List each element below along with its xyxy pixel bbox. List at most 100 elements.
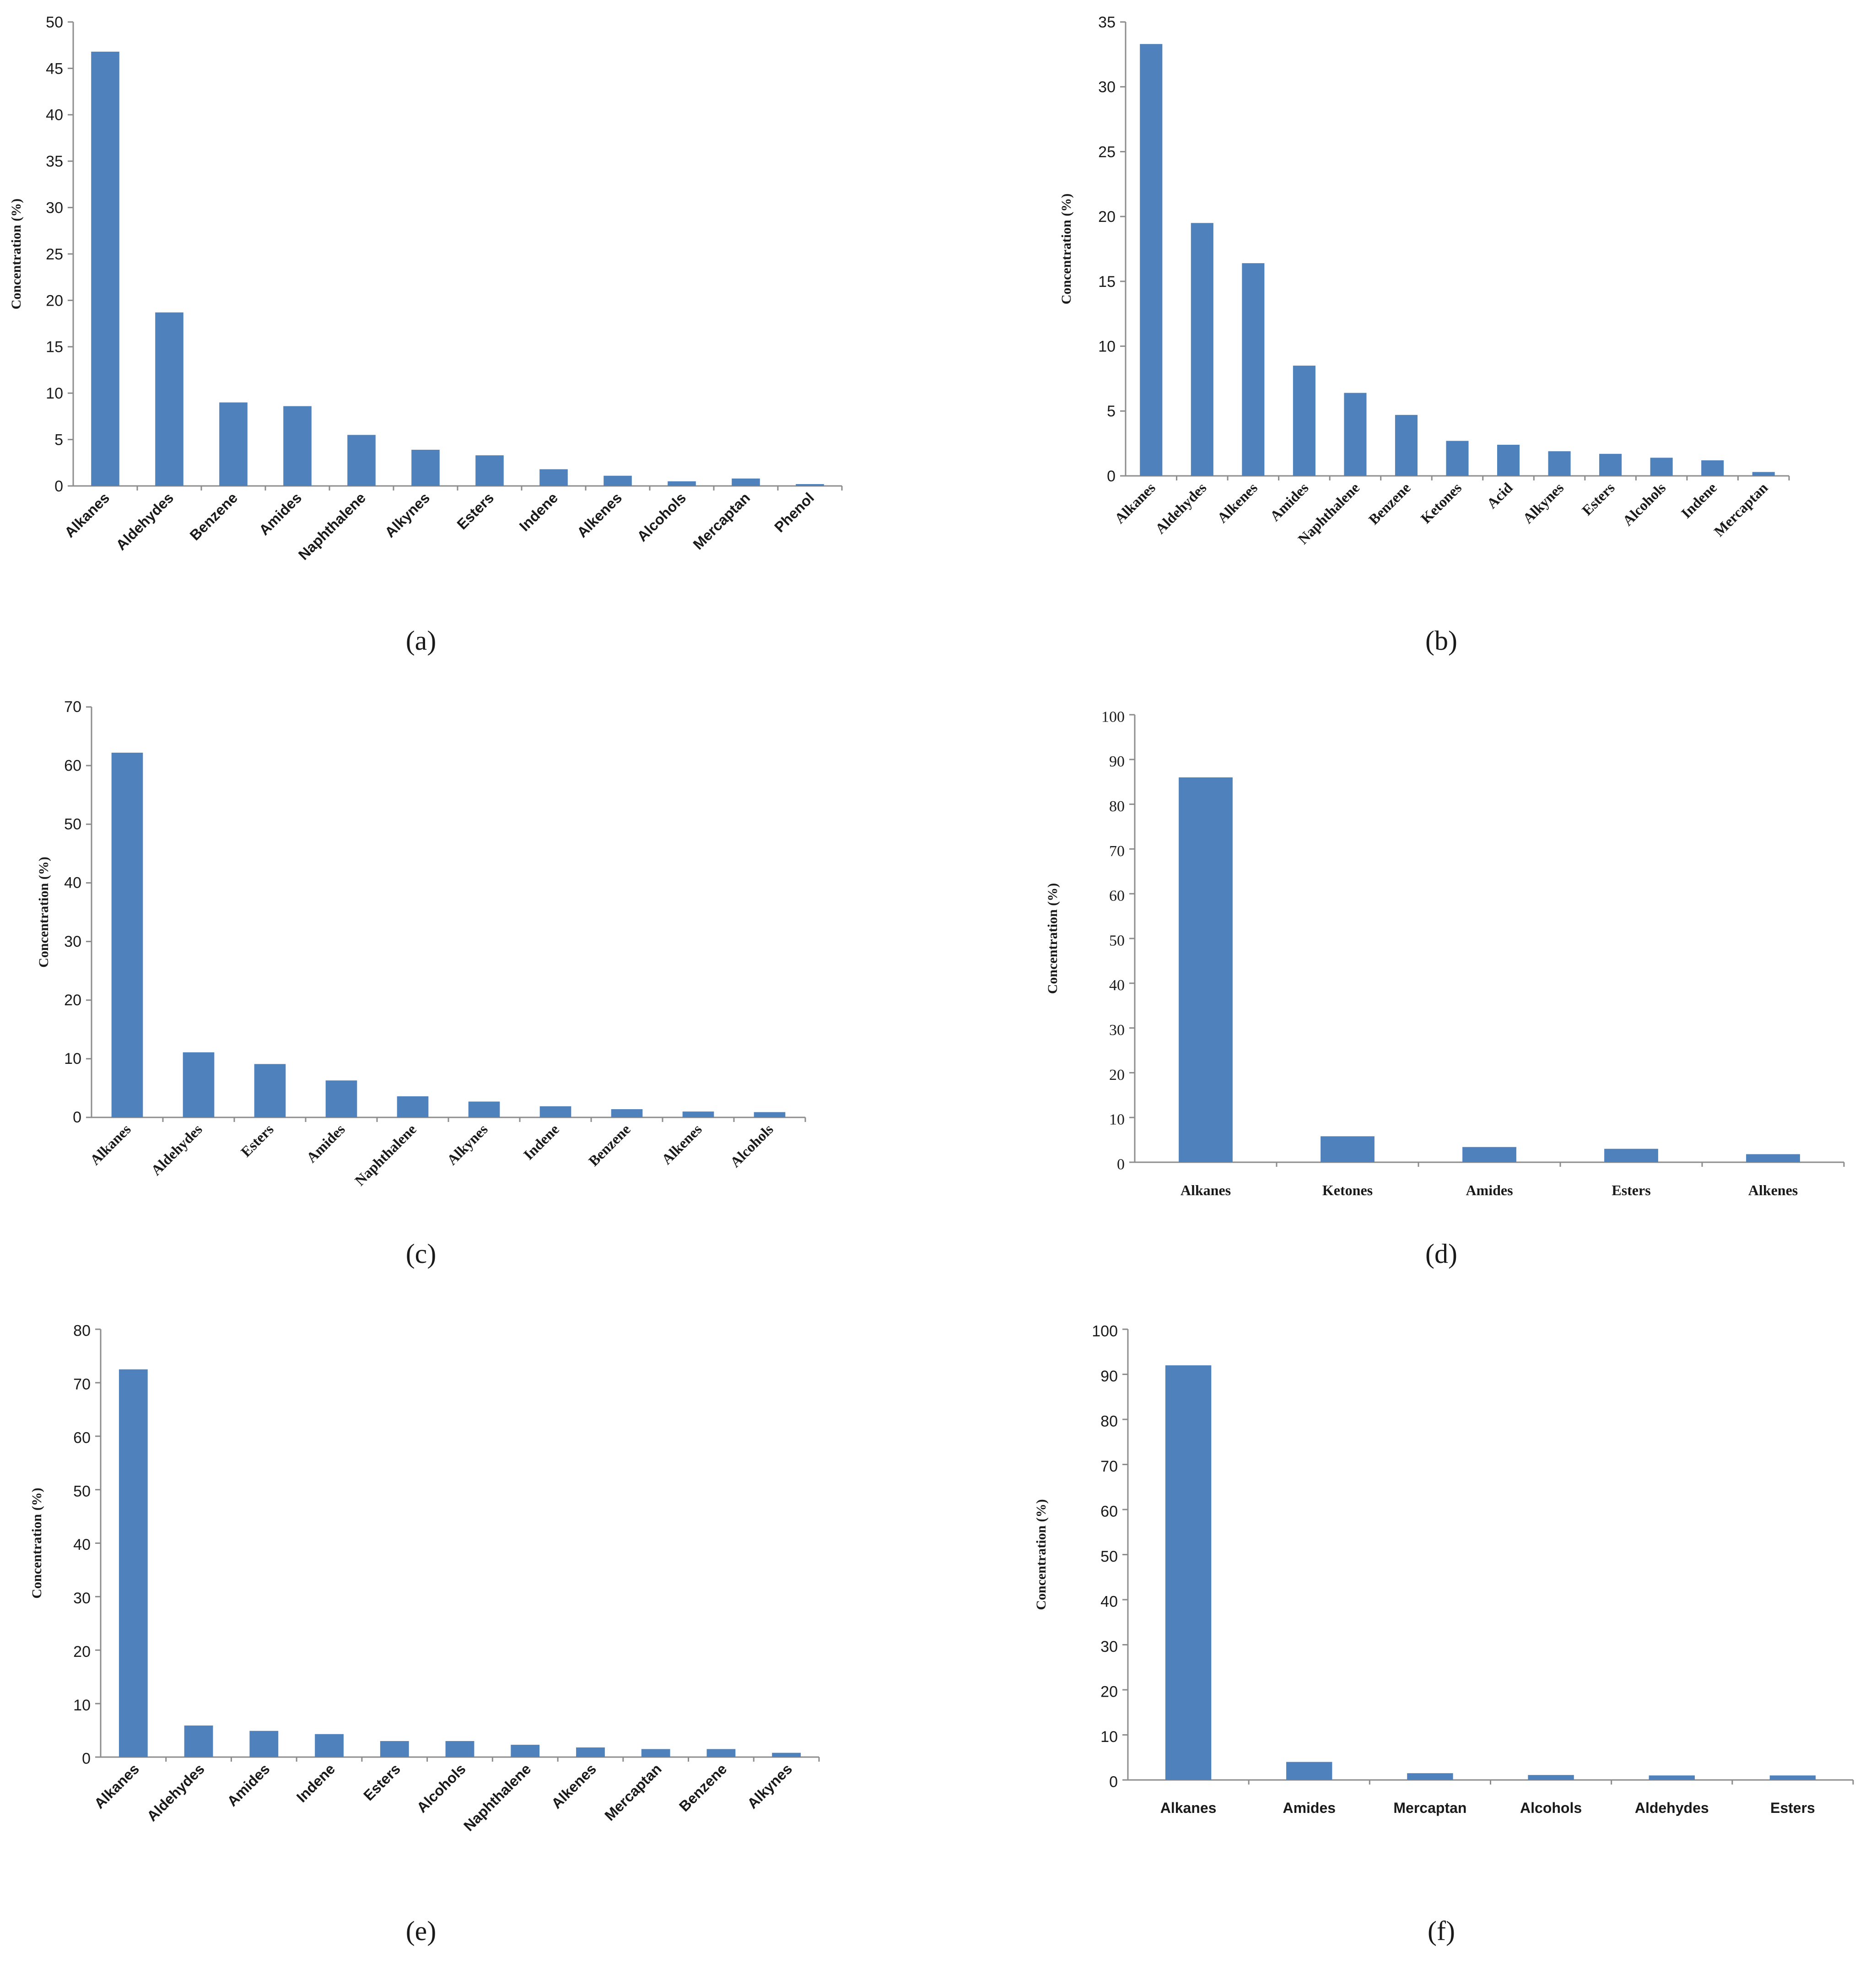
x-tick-label: Ketones: [1322, 1182, 1373, 1198]
x-tick-label: Aldehydes: [144, 1760, 208, 1824]
bar-aldehydes: [1649, 1775, 1695, 1780]
y-tick-label: 60: [1100, 1503, 1118, 1520]
x-tick-label: Naphthalene: [460, 1760, 534, 1834]
bar-benzene: [219, 402, 248, 486]
y-tick-label: 100: [1092, 1322, 1118, 1340]
bar-indene: [315, 1734, 344, 1757]
y-tick-label: 20: [73, 1643, 91, 1661]
y-tick-label: 10: [46, 385, 63, 402]
x-tick-label: Esters: [360, 1760, 404, 1804]
y-axis-label: Concentration (%): [9, 199, 24, 309]
bar-indene: [539, 1106, 571, 1117]
x-tick-label: Aldehydes: [1635, 1800, 1709, 1816]
y-tick-label: 40: [73, 1536, 91, 1553]
y-tick-label: 0: [1109, 1773, 1118, 1790]
x-tick-label: Alkanes: [1181, 1182, 1231, 1198]
panel-label: (f): [1428, 1916, 1455, 1946]
x-tick-label: Phenol: [771, 489, 817, 535]
x-tick-label: Alcohols: [414, 1760, 469, 1816]
y-tick-label: 0: [82, 1750, 91, 1768]
x-tick-label: Acid: [1483, 479, 1516, 512]
y-tick-label: 20: [46, 292, 63, 309]
bar-amides: [249, 1731, 279, 1757]
bar-aldehydes: [183, 1052, 215, 1117]
bar-alkenes: [1746, 1154, 1800, 1162]
bar-alkynes: [468, 1101, 500, 1117]
x-tick-label: Ketones: [1418, 479, 1465, 526]
y-tick-label: 80: [1109, 798, 1125, 815]
y-tick-label: 50: [46, 14, 63, 31]
x-tick-label: Esters: [1579, 479, 1618, 518]
y-tick-label: 80: [1100, 1413, 1118, 1430]
bar-alkynes: [772, 1753, 801, 1757]
x-tick-label: Indene: [516, 489, 561, 534]
y-tick-label: 50: [73, 1483, 91, 1500]
x-tick-label: Benzene: [585, 1121, 634, 1169]
x-tick-label: Naphthalene: [351, 1121, 420, 1189]
bar-naphthalene: [1344, 393, 1367, 476]
bar-benzene: [1395, 415, 1418, 476]
x-tick-label: Aldehydes: [148, 1121, 205, 1178]
y-tick-label: 20: [64, 992, 81, 1009]
bar-alkanes: [91, 51, 119, 486]
x-tick-label: Alkanes: [1111, 479, 1159, 526]
x-tick-label: Alkynes: [382, 489, 433, 540]
bar-alkanes: [119, 1369, 148, 1757]
bar-benzene: [611, 1109, 643, 1117]
bar-mercaptan: [1407, 1773, 1453, 1780]
x-tick-label: Amides: [1267, 479, 1311, 524]
bar-alcohols: [1528, 1775, 1574, 1780]
bar-alkenes: [604, 475, 632, 486]
y-tick-label: 30: [73, 1590, 91, 1607]
x-tick-label: Esters: [1770, 1800, 1815, 1816]
y-tick-label: 10: [64, 1050, 81, 1068]
x-tick-label: Amides: [1466, 1182, 1513, 1198]
bar-ketones: [1321, 1136, 1375, 1162]
x-tick-label: Alkenes: [1748, 1182, 1798, 1198]
x-tick-label: Aldehydes: [113, 489, 177, 553]
y-tick-label: 20: [1098, 208, 1116, 226]
bar-esters: [254, 1064, 286, 1117]
y-tick-label: 5: [54, 431, 63, 449]
x-tick-label: Mercaptan: [1711, 479, 1771, 539]
y-tick-label: 0: [1107, 468, 1116, 485]
y-tick-label: 10: [73, 1697, 91, 1714]
y-tick-label: 35: [46, 153, 63, 170]
y-tick-label: 45: [46, 60, 63, 77]
bar-mercaptan: [1752, 472, 1775, 476]
bar-naphthalene: [511, 1745, 540, 1757]
y-tick-label: 60: [1109, 888, 1125, 905]
bar-indene: [1701, 460, 1724, 476]
y-tick-label: 10: [1109, 1111, 1125, 1128]
x-tick-label: Amides: [303, 1121, 348, 1165]
y-axis-label: Concentration (%): [29, 1488, 44, 1598]
bar-esters: [1769, 1775, 1816, 1780]
bar-naphthalene: [397, 1096, 429, 1117]
y-tick-label: 70: [73, 1376, 91, 1393]
y-tick-label: 5: [1107, 403, 1116, 420]
bar-benzene: [706, 1749, 736, 1757]
y-tick-label: 10: [1098, 338, 1116, 355]
bar-aldehydes: [155, 312, 183, 486]
bar-aldehydes: [184, 1726, 213, 1757]
x-tick-label: Alkenes: [658, 1121, 705, 1167]
x-tick-label: Alkanes: [91, 1760, 142, 1812]
x-tick-label: Alkenes: [1214, 479, 1261, 526]
bar-amides: [1462, 1147, 1516, 1162]
y-tick-label: 50: [1109, 932, 1125, 949]
bar-mercaptan: [641, 1749, 670, 1757]
y-tick-label: 20: [1109, 1067, 1125, 1084]
x-tick-label: Alkenes: [548, 1760, 599, 1812]
y-tick-label: 40: [46, 107, 63, 124]
x-tick-label: Indene: [1678, 479, 1720, 521]
y-tick-label: 15: [1098, 273, 1116, 291]
y-tick-label: 30: [1109, 1022, 1125, 1039]
x-tick-label: Alkynes: [1520, 479, 1567, 526]
x-tick-label: Naphthalene: [295, 489, 369, 563]
bar-phenol: [796, 484, 824, 486]
panel-label: (e): [406, 1916, 437, 1946]
x-tick-label: Alcohols: [1520, 1800, 1582, 1816]
y-tick-label: 70: [1100, 1458, 1118, 1475]
x-tick-label: Alkanes: [86, 1121, 134, 1168]
